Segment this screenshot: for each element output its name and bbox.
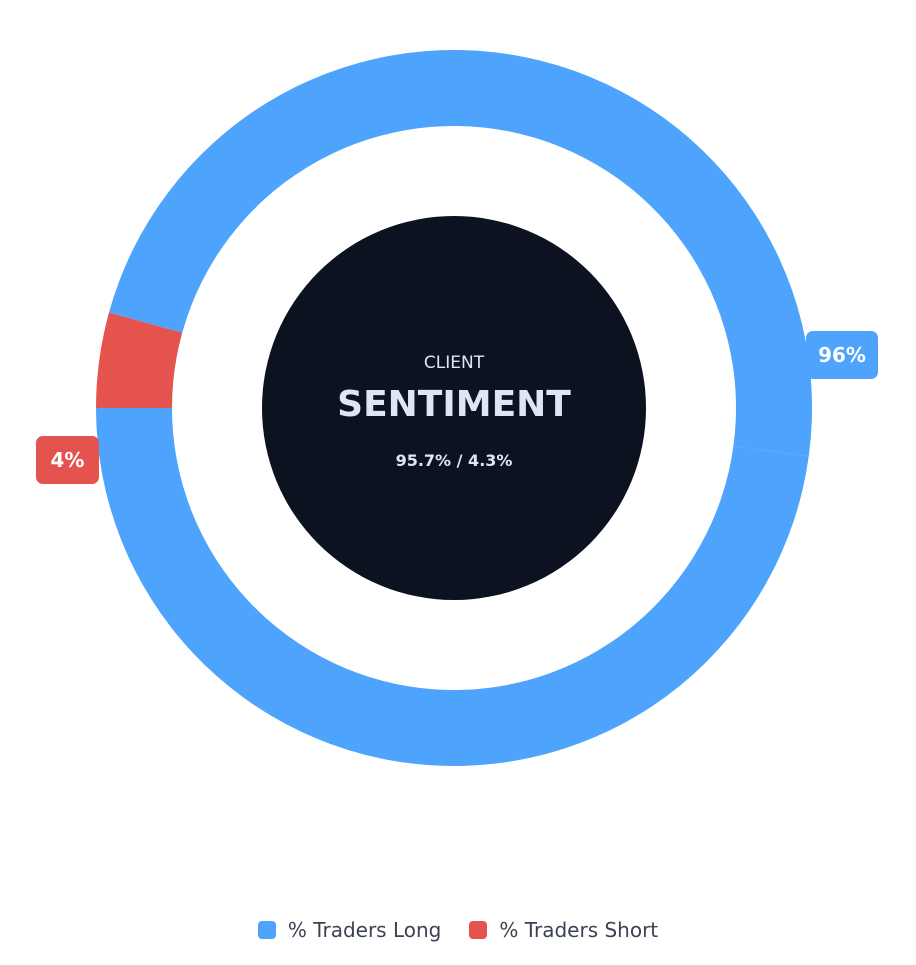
- data-label-long-bg: [806, 331, 878, 379]
- data-label-short: 4%: [36, 436, 99, 484]
- slice-short[interactable]: [96, 312, 183, 408]
- slice-long-part-2[interactable]: [95, 408, 809, 767]
- legend-long-label: % Traders Long: [287, 918, 442, 942]
- center-circle: [262, 216, 646, 600]
- center-subtitle: 95.7% / 4.3%: [396, 451, 513, 470]
- data-label-short-text: 4%: [51, 448, 85, 472]
- legend-short-swatch: [469, 921, 488, 939]
- legend-item-long[interactable]: % Traders Long: [257, 918, 442, 942]
- legend-short-label: % Traders Short: [499, 918, 659, 942]
- chart-legend: % Traders Long % Traders Short: [0, 918, 916, 942]
- slice-long-part-1[interactable]: [108, 49, 812, 457]
- legend-long-swatch: [257, 921, 276, 939]
- center-kicker: CLIENT: [424, 353, 485, 373]
- center-title: SENTIMENT: [337, 384, 571, 425]
- data-label-long-text: 96%: [818, 343, 866, 367]
- legend-item-short[interactable]: % Traders Short: [469, 918, 658, 942]
- data-label-long: 96%: [806, 331, 878, 379]
- data-label-short-bg: [36, 436, 99, 484]
